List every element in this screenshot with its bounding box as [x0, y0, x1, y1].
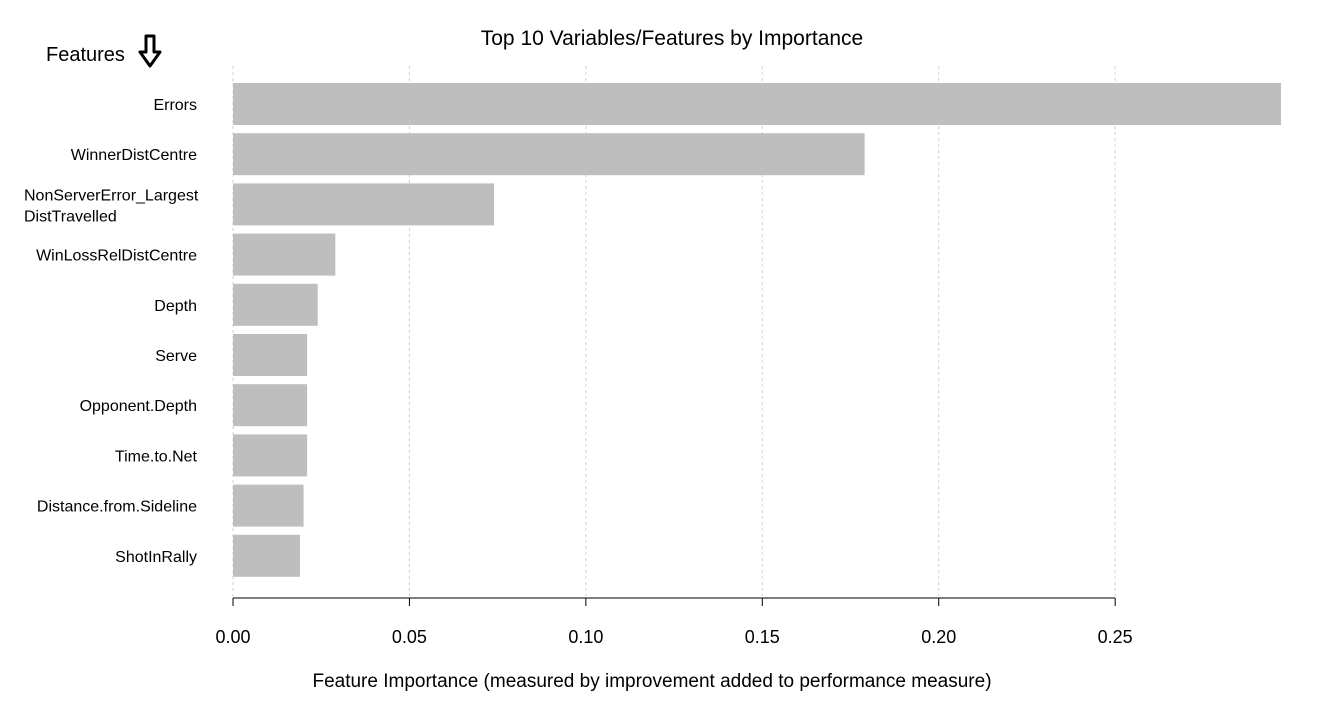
category-label-5: Serve [155, 348, 197, 365]
x-tick-label-4: 0.20 [921, 627, 956, 647]
x-tick-label-0: 0.00 [215, 627, 250, 647]
bar-8 [233, 484, 304, 527]
category-label-3: WinLossRelDistCentre [36, 248, 197, 265]
bar-2 [233, 183, 495, 226]
chart-title: Top 10 Variables/Features by Importance [481, 27, 863, 50]
bar-6 [233, 384, 308, 427]
bar-7 [233, 434, 308, 477]
category-label-4: Depth [154, 298, 197, 315]
category-label-2-line-0: NonServerError_Largest [24, 187, 199, 204]
grid-layer [232, 66, 1116, 596]
category-label-7: Time.to.Net [115, 448, 198, 465]
x-tick-label-1: 0.05 [392, 627, 427, 647]
category-label-8: Distance.from.Sideline [37, 499, 197, 516]
category-label-2-line-1: DistTravelled [24, 208, 117, 225]
y-axis-label: Features [46, 44, 125, 66]
category-label-9: ShotInRally [115, 549, 197, 566]
category-label-0: Errors [153, 97, 197, 114]
bar-layer [233, 83, 1281, 577]
bar-0 [233, 83, 1281, 125]
category-label-2: NonServerError_Largest DistTravelled [24, 187, 199, 225]
category-labels: Errors WinnerDistCentre NonServerError_Lar… [24, 97, 199, 566]
bar-5 [233, 334, 308, 376]
bar-9 [233, 534, 301, 577]
x-tick-label-3: 0.15 [745, 627, 780, 647]
bar-1 [233, 133, 865, 176]
x-axis-label: Feature Importance (measured by improvem… [312, 671, 991, 692]
category-label-6: Opponent.Depth [80, 398, 197, 415]
arrow-down-icon [138, 34, 162, 68]
bar-4 [233, 283, 318, 326]
x-tick-label-2: 0.10 [568, 627, 603, 647]
x-tick-label-5: 0.25 [1098, 627, 1133, 647]
category-label-1: WinnerDistCentre [71, 147, 197, 164]
bar-3 [233, 233, 336, 276]
x-axis: 0.00 0.05 0.10 0.15 0.20 0.25 [215, 597, 1133, 647]
